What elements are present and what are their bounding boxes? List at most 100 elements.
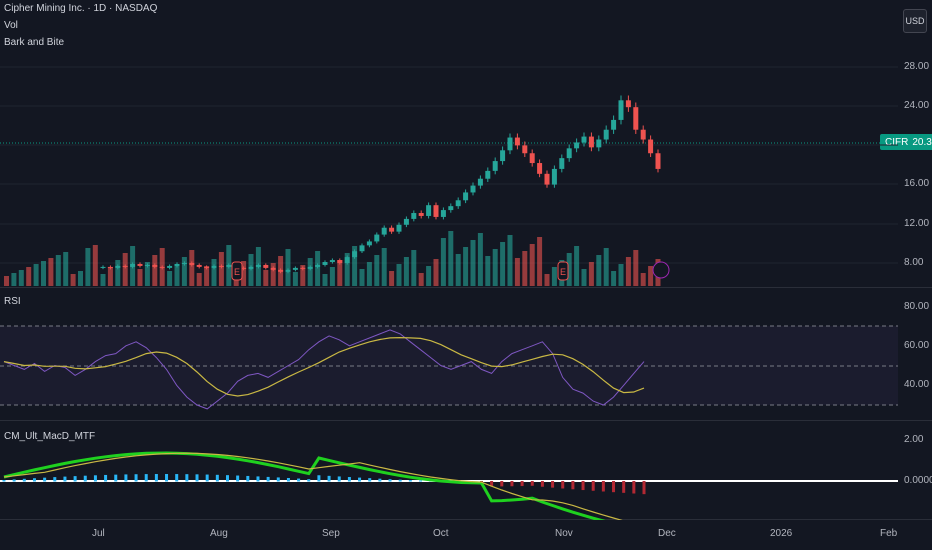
candle-body — [522, 145, 528, 154]
indicator-label[interactable]: Bark and Bite — [4, 37, 65, 48]
candle-body — [625, 100, 631, 108]
rsi-line — [3, 329, 645, 410]
candle-body — [352, 251, 358, 258]
price-tick: 24.00 — [904, 100, 930, 111]
candle-body — [315, 264, 321, 267]
volume-bar — [174, 264, 180, 286]
volume-bar — [85, 248, 91, 286]
candle-body — [411, 213, 417, 219]
macd-histogram-bar — [612, 481, 616, 493]
candle-body — [115, 265, 121, 268]
macd-histogram-bar — [63, 476, 67, 482]
macd-histogram-bar — [104, 474, 108, 482]
macd-histogram-bar — [22, 478, 26, 482]
candle-body — [448, 206, 454, 211]
pane-separator[interactable] — [0, 287, 932, 288]
rsi-signal-line — [3, 336, 645, 397]
volume-bar — [492, 249, 498, 286]
macd-histogram-bar — [317, 475, 321, 482]
macd-histogram-bar — [266, 476, 270, 482]
pane-separator[interactable] — [0, 420, 932, 421]
volume-bar — [551, 267, 557, 286]
volume-bar — [100, 274, 106, 286]
candle-body — [189, 263, 195, 265]
macd-histogram-bar — [185, 474, 189, 482]
price-badge: CIFR 20.35 — [880, 134, 932, 150]
candle-body — [655, 153, 661, 169]
macd-histogram-bar — [571, 481, 575, 490]
macd-histogram-bar — [154, 474, 158, 482]
volume-bar — [477, 233, 483, 286]
volume-bar — [26, 267, 32, 286]
candle-body — [181, 263, 187, 264]
earnings-marker — [557, 261, 569, 281]
candle-body — [514, 137, 520, 146]
volume-bar — [315, 251, 321, 286]
volume-bar — [18, 270, 24, 286]
candle-body — [455, 200, 461, 207]
rsi-tick: 40.00 — [904, 379, 930, 390]
candle-body — [137, 263, 143, 266]
macd-line — [3, 451, 606, 520]
candle-body — [196, 264, 202, 267]
price-tick: 28.00 — [904, 61, 930, 72]
candle-body — [618, 100, 624, 120]
macd-histogram-bar — [358, 477, 362, 482]
volume-bar — [611, 271, 617, 286]
volume-bar — [522, 251, 528, 286]
volume-bar — [433, 259, 439, 286]
macd-histogram-bar — [591, 481, 595, 491]
volume-bar — [181, 257, 187, 286]
earnings-marker-text: E — [560, 267, 566, 277]
volume-bar — [189, 250, 195, 286]
macd-histogram-bar — [398, 479, 402, 482]
last-price-label: 20.35 — [912, 136, 932, 148]
macd-tick: 0.0000 — [904, 475, 932, 486]
candle-body — [551, 168, 557, 185]
macd-label[interactable]: CM_Ult_MacD_MTF — [4, 431, 96, 442]
macd-histogram-bar — [540, 481, 544, 487]
candle-body — [174, 263, 180, 266]
volume-bar — [440, 238, 446, 286]
macd-histogram-bar — [43, 477, 47, 482]
macd-histogram-bar — [246, 475, 250, 482]
candle-body — [574, 142, 580, 149]
volume-bar — [448, 231, 454, 286]
volume-bar — [322, 274, 328, 286]
volume-bar — [285, 249, 291, 286]
time-tick: Aug — [210, 528, 228, 539]
currency-button[interactable]: USD — [903, 9, 927, 33]
macd-histogram-bar — [622, 481, 626, 493]
volume-bar — [618, 264, 624, 286]
volume-bar — [374, 255, 380, 286]
candle-body — [611, 119, 617, 130]
volume-bar — [33, 264, 39, 286]
candle-body — [507, 137, 513, 151]
macd-histogram-bar — [32, 478, 36, 482]
macd-histogram-bar — [378, 478, 382, 482]
volume-bar — [633, 250, 639, 286]
volume-bar — [544, 274, 550, 286]
volume-bar — [352, 246, 358, 286]
volume-bar — [144, 262, 150, 286]
macd-histogram-bar — [93, 475, 97, 482]
volume-bar — [389, 271, 395, 286]
volume-bar — [78, 271, 83, 286]
chart-title[interactable]: Cipher Mining Inc. · 1D · NASDAQ — [4, 3, 158, 14]
time-tick: Sep — [322, 528, 340, 539]
volume-bar — [211, 259, 217, 286]
macd-histogram-bar — [165, 474, 169, 482]
rsi-label[interactable]: RSI — [4, 296, 21, 307]
macd-histogram-bar — [195, 474, 199, 482]
macd-histogram-bar — [337, 476, 341, 482]
macd-histogram-bar — [73, 476, 77, 482]
volume-bar — [218, 252, 224, 286]
volume-bar — [403, 257, 409, 286]
macd-histogram-bar — [53, 477, 57, 482]
volume-label[interactable]: Vol — [4, 20, 18, 31]
volume-bar — [455, 254, 461, 286]
macd-histogram-bar — [286, 477, 290, 482]
volume-bar — [196, 273, 202, 286]
macd-histogram-bar — [114, 474, 118, 482]
